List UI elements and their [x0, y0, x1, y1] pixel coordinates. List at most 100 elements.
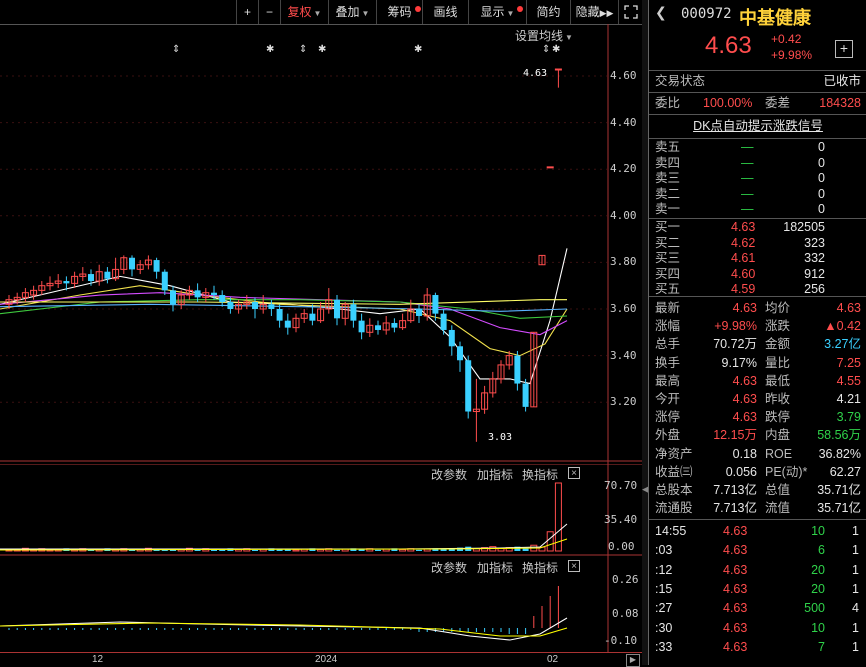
volume-bar — [546, 531, 554, 552]
simple-button[interactable]: 简约 — [526, 0, 570, 24]
dk-signal-link[interactable]: DK点自动提示涨跌信号 — [693, 119, 823, 133]
chart-toolbar: + − 复权 ▼ 叠加 ▼ 筹码 画线 显示 ▼ 简约 隐藏▶▶ — [0, 0, 642, 25]
panel-splitter[interactable]: ◀ — [642, 0, 649, 665]
asterisk-icon: ✱ — [414, 44, 423, 55]
low-price-label: 3.03 — [488, 432, 513, 443]
macd-switch-indicator[interactable]: 换指标 — [522, 561, 559, 575]
candle — [530, 331, 538, 408]
kline-chart[interactable]: 设置均线 ▼ 4.63 3.03 ⇕ ✱ ⇕ ✱ ✱ ⇕ ✱ 4.60 4.40 4.20 4.00… — [0, 24, 642, 464]
display-button[interactable]: 显示 ▼ — [468, 0, 526, 24]
updown-arrow-icon: ⇕ — [172, 44, 181, 55]
macd-panel[interactable]: 改参数 加指标 换指标 × 0.26 0.08 -0.10 — [0, 556, 642, 652]
stat-label: 总股本 — [655, 483, 693, 497]
stat-label: 跌停 — [765, 410, 791, 425]
candle — [243, 295, 251, 309]
stat-label: 最高 — [655, 373, 681, 388]
asterisk-icon: ✱ — [266, 44, 275, 55]
stat-label: 净资产 — [655, 446, 693, 461]
candle — [440, 309, 447, 335]
fullscreen-button[interactable] — [618, 0, 642, 24]
candle — [538, 254, 546, 266]
tick-time: :30 — [655, 620, 673, 635]
hide-button[interactable]: 隐藏▶▶ — [570, 0, 618, 24]
tick-price: 4.63 — [723, 620, 748, 635]
updown-arrow-icon: ⇕ — [299, 44, 308, 55]
candle — [407, 299, 415, 323]
candle — [177, 290, 185, 309]
chip-button[interactable]: 筹码 — [376, 0, 422, 24]
candle — [554, 68, 562, 88]
price-axis-label: 4.40 — [610, 115, 637, 129]
stat-row: 收益㈢ 0.056 PE(动)* 62.27 — [649, 463, 866, 481]
candle — [120, 255, 128, 275]
buy-price: 4.60 — [731, 266, 756, 281]
close-icon[interactable]: × — [568, 467, 580, 479]
price-axis-label: 4.20 — [610, 162, 637, 176]
menu-chevron-icon[interactable]: ❮ — [655, 4, 667, 20]
buy-level-label: 买二 — [655, 235, 681, 250]
time-axis: 12 2024 02 ▶ — [0, 652, 642, 667]
chip-label: 筹码 — [387, 5, 412, 19]
vol-switch-indicator[interactable]: 换指标 — [522, 468, 559, 482]
sell-level-label: 卖三 — [655, 171, 681, 185]
macd-add-indicator[interactable]: 加指标 — [477, 561, 514, 575]
candle — [505, 350, 513, 370]
scroll-right-button[interactable]: ▶ — [626, 654, 640, 667]
add-watchlist-button[interactable]: + — [835, 40, 853, 58]
trade-status-row: 交易状态 已收市 — [649, 72, 866, 91]
sell-price: — — [741, 140, 754, 154]
close-icon[interactable]: × — [568, 560, 580, 572]
sell-row-1: 卖一 — 0 — [649, 202, 866, 217]
updown-arrow-icon: ⇕ — [542, 44, 551, 55]
candle — [276, 304, 283, 328]
candle — [153, 257, 160, 279]
buy-row-1: 买一 4.63 182505 — [649, 220, 866, 235]
stat-label: 今开 — [655, 392, 681, 406]
vol-axis-top: 70.70 — [604, 479, 638, 492]
buy-row-4: 买四 4.60 912 — [649, 267, 866, 282]
candle — [472, 378, 480, 442]
sell-volume: 0 — [818, 155, 825, 170]
tick-volume: 7 — [818, 639, 825, 654]
fuquan-button[interactable]: 复权 ▼ — [280, 0, 328, 24]
stat-row: 净资产 0.18 ROE 36.82% — [649, 445, 866, 463]
price-axis-label: 3.20 — [610, 395, 637, 409]
sell-row-2: 卖二 — 0 — [649, 187, 866, 202]
zoom-out-button[interactable]: − — [258, 0, 280, 24]
candle — [88, 269, 94, 286]
tick-price: 4.63 — [723, 601, 748, 616]
vol-edit-params[interactable]: 改参数 — [431, 468, 468, 482]
zoom-in-button[interactable]: + — [236, 0, 258, 24]
tick-count: 1 — [852, 620, 859, 635]
x-tick-02: 02 — [547, 654, 559, 665]
candle — [358, 313, 365, 340]
macd-edit-params[interactable]: 改参数 — [431, 561, 468, 575]
volume-bar — [416, 549, 422, 551]
sell-row-5: 卖五 — 0 — [649, 140, 866, 155]
tick-row: 14:55 4.63 10 1 — [649, 522, 866, 541]
tick-volume: 500 — [804, 601, 825, 616]
ma-setting-link[interactable]: 设置均线 ▼ — [515, 27, 573, 44]
tick-price: 4.63 — [723, 524, 748, 538]
tick-price: 4.63 — [723, 543, 748, 558]
tick-volume: 10 — [811, 620, 825, 635]
buy-price: 4.61 — [731, 251, 756, 265]
candle — [13, 292, 21, 305]
volume-panel[interactable]: 改参数 加指标 换指标 × 70.70 35.40 0.00 — [0, 464, 642, 556]
weibi-label: 委比 — [655, 96, 681, 110]
tick-count: 4 — [852, 601, 859, 616]
candle — [514, 350, 521, 391]
candle — [481, 385, 489, 414]
tick-row: :30 4.63 10 1 — [649, 619, 866, 638]
vol-add-indicator[interactable]: 加指标 — [477, 468, 514, 482]
candle — [104, 267, 111, 284]
overlay-button[interactable]: 叠加 ▼ — [328, 0, 376, 24]
candle — [522, 378, 529, 412]
stat-value: 7.713亿 — [713, 483, 757, 497]
draw-line-button[interactable]: 画线 — [422, 0, 468, 24]
stat-label: 金额 — [765, 337, 791, 352]
buy-price: 4.62 — [731, 235, 756, 250]
vol-axis-mid: 35.40 — [604, 513, 638, 526]
stat-value: 4.63 — [732, 373, 757, 388]
buy-volume: 256 — [804, 282, 825, 296]
